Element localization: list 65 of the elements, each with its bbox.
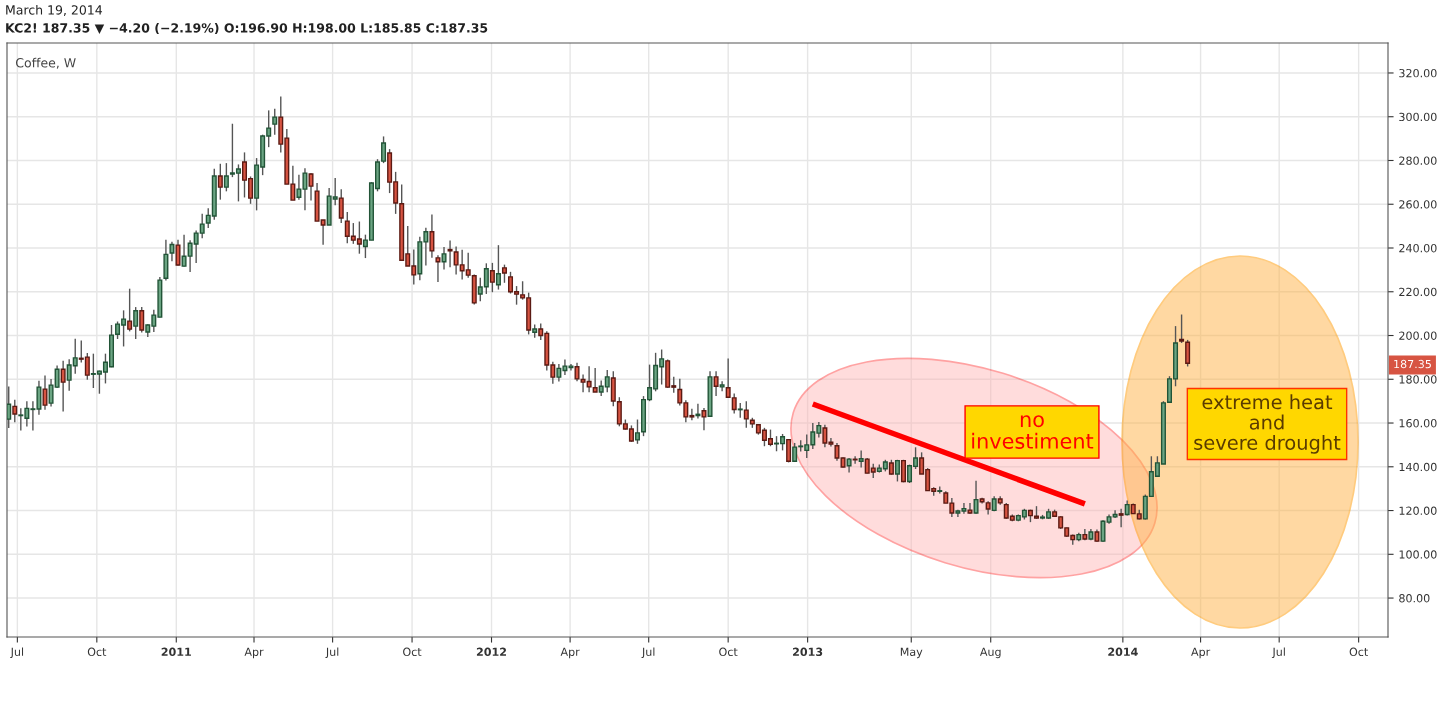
candlestick [338,188,344,224]
candlestick [501,263,507,284]
y-tick-label: 120.00 [1399,506,1437,515]
x-tick-label: Jul [325,647,339,659]
candlestick [127,288,133,333]
candlestick [701,407,707,431]
candlestick [858,449,864,469]
candlestick [1185,339,1191,368]
y-tick-label: 100.00 [1399,550,1437,559]
candlestick [634,418,640,445]
y-tick-label: 320.00 [1399,68,1437,78]
candlestick [441,246,447,271]
x-tick-label: 2014 [1108,647,1138,657]
x-tick-label: Oct [719,647,738,657]
x-tick-label: Oct [87,647,107,657]
x-tick-label: May [900,647,923,659]
text: KC2! 187.35 ▼ −4.20 (−2.19%) O:196.90 H:198.00 L:185.85 C:187.35 [6,22,488,35]
candlestick [308,172,314,202]
candlestick [489,262,495,293]
candlestick [133,306,139,340]
text: March 19, 2014 [6,4,103,16]
y-tick-label: 160.00 [1399,419,1437,428]
candlestick [175,238,181,267]
text: 187.35 [1394,359,1431,369]
y-tick-label: 300.00 [1399,112,1437,122]
y-tick-label: 140.00 [1399,462,1437,472]
x-tick-label: Apr [560,647,580,659]
y-tick-label: 200.00 [1399,331,1437,340]
annotation: extreme heat and severe drought [1194,394,1341,454]
candlestick [217,163,223,201]
candlestick [495,244,501,291]
x-tick-label: 2011 [161,647,191,657]
candlestick [169,240,175,263]
candlestick [429,213,435,259]
x-tick-label: Jul [641,647,655,659]
annotation: no investiment [972,415,1094,449]
candlestick [42,374,48,411]
x-tick-label: Apr [1191,647,1211,659]
x-tick-label: Apr [244,647,264,659]
candlestick [12,399,18,423]
text: Coffee, W [15,57,76,69]
y-tick-label: 280.00 [1399,156,1437,165]
x-tick-label: Jul [10,647,24,659]
x-tick-label: Oct [403,647,422,657]
candlestick [60,359,66,413]
y-tick-label: 80.00 [1399,594,1430,603]
y-tick-label: 260.00 [1399,200,1437,209]
y-tick-label: 220.00 [1399,287,1437,297]
candlestick [163,238,169,282]
x-tick-label: Aug [979,647,1001,659]
candlestick [139,306,145,334]
x-tick-label: Oct [1349,647,1368,657]
candlestick [1118,508,1124,528]
candlestick [1179,313,1185,344]
candlestick [435,254,441,283]
candlestick [713,370,719,397]
x-tick-label: 2013 [793,647,823,657]
candlestick [272,107,278,136]
y-tick-label: 180.00 [1399,375,1437,384]
x-tick-label: Jul [1271,647,1285,659]
candlestick [223,162,229,193]
candlestick [1100,519,1106,543]
candlestick [973,480,979,515]
x-tick-label: 2012 [476,647,507,657]
y-tick-label: 240.00 [1399,243,1437,253]
